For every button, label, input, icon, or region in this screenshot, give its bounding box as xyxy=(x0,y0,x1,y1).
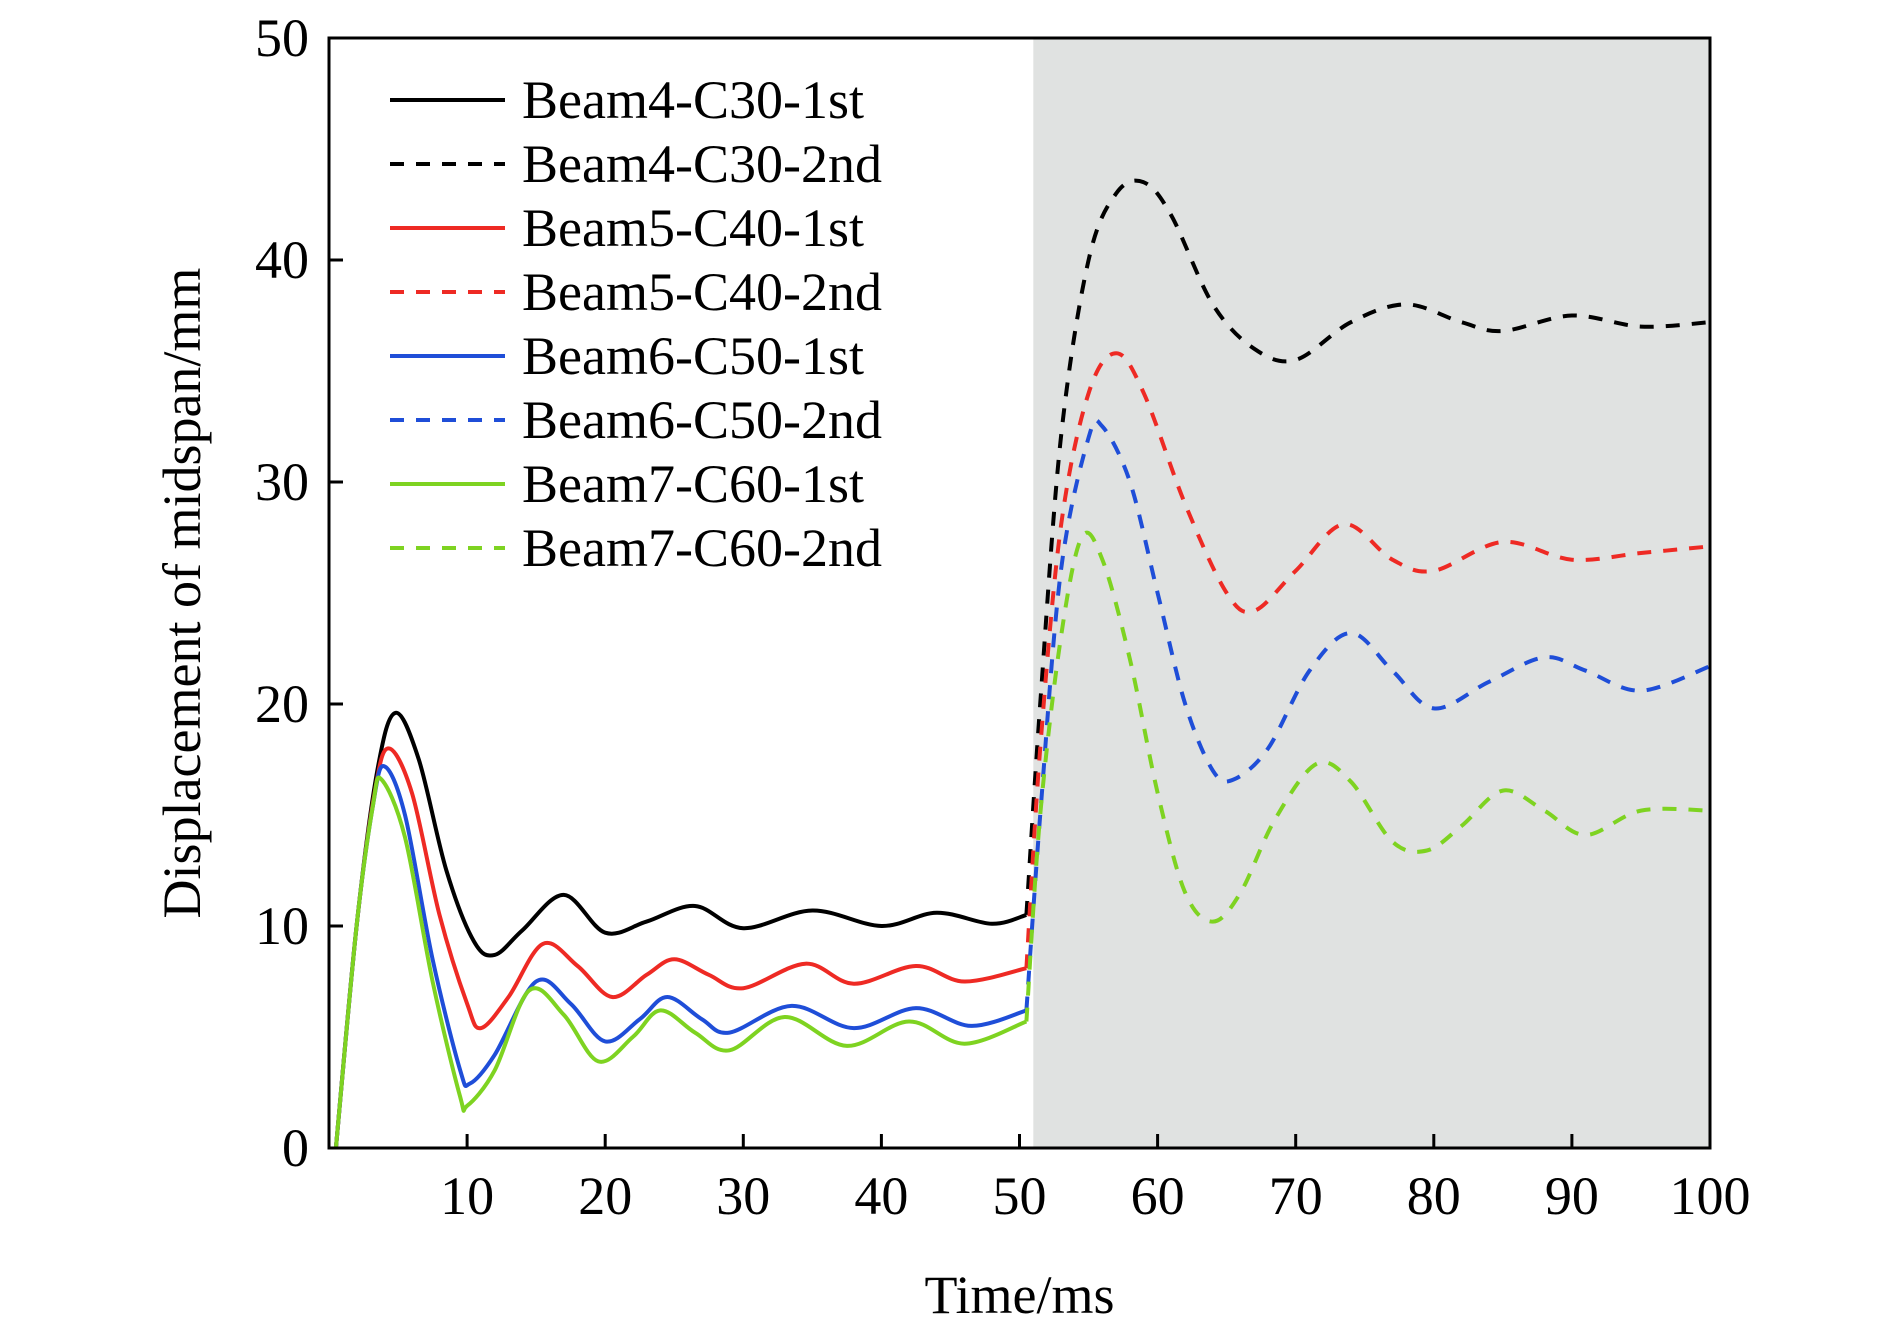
legend-label-beam5-c40-2nd: Beam5-C40-2nd xyxy=(522,262,882,322)
series-line-beam4-c30-1st xyxy=(333,710,1028,1149)
legend-label-beam7-c60-2nd: Beam7-C60-2nd xyxy=(522,518,882,578)
series-line-beam6-c50-2nd xyxy=(1024,418,1711,1011)
series-line-beam4-c30-2nd xyxy=(1024,178,1711,916)
legend: Beam4-C30-1stBeam4-C30-2ndBeam5-C40-1stB… xyxy=(390,70,882,578)
x-tick-label: 70 xyxy=(1269,1166,1323,1226)
x-tick-label: 80 xyxy=(1407,1166,1461,1226)
legend-label-beam4-c30-2nd: Beam4-C30-2nd xyxy=(522,134,882,194)
x-tick-label: 100 xyxy=(1670,1166,1751,1226)
y-tick-label: 30 xyxy=(255,452,309,512)
legend-label-beam4-c30-1st: Beam4-C30-1st xyxy=(522,70,864,130)
x-tick-label: 40 xyxy=(854,1166,908,1226)
x-tick-label: 90 xyxy=(1545,1166,1599,1226)
x-tick-label: 50 xyxy=(993,1166,1047,1226)
x-tick-label: 60 xyxy=(1131,1166,1185,1226)
x-axis-title: Time/ms xyxy=(924,1265,1114,1325)
ticks-layer: 10 20 30 40 50 60 70 80 90 100 0 10 20 30 40 50 xyxy=(255,8,1751,1226)
y-tick-label: 0 xyxy=(282,1118,309,1178)
series-line-beam5-c40-1st xyxy=(333,746,1027,1149)
x-tick-label: 10 xyxy=(440,1166,494,1226)
x-tick-label: 20 xyxy=(578,1166,632,1226)
y-axis-title: Displacement of midspan/mm xyxy=(152,268,212,919)
series-line-beam5-c40-2nd xyxy=(1024,351,1711,969)
y-tick-label: 50 xyxy=(255,8,309,68)
shaded-region xyxy=(1033,38,1710,1148)
legend-label-beam5-c40-1st: Beam5-C40-1st xyxy=(522,198,864,258)
legend-label-beam6-c50-1st: Beam6-C50-1st xyxy=(522,326,864,386)
series-line-beam7-c60-1st xyxy=(333,775,1028,1149)
y-tick-label: 10 xyxy=(255,896,309,956)
legend-label-beam7-c60-1st: Beam7-C60-1st xyxy=(522,454,864,514)
series-layer xyxy=(333,178,1711,1149)
y-tick-label: 20 xyxy=(255,674,309,734)
series-line-beam6-c50-1st xyxy=(333,764,1028,1149)
y-tick-label: 40 xyxy=(255,230,309,290)
x-tick-label: 30 xyxy=(716,1166,770,1226)
legend-label-beam6-c50-2nd: Beam6-C50-2nd xyxy=(522,390,882,450)
